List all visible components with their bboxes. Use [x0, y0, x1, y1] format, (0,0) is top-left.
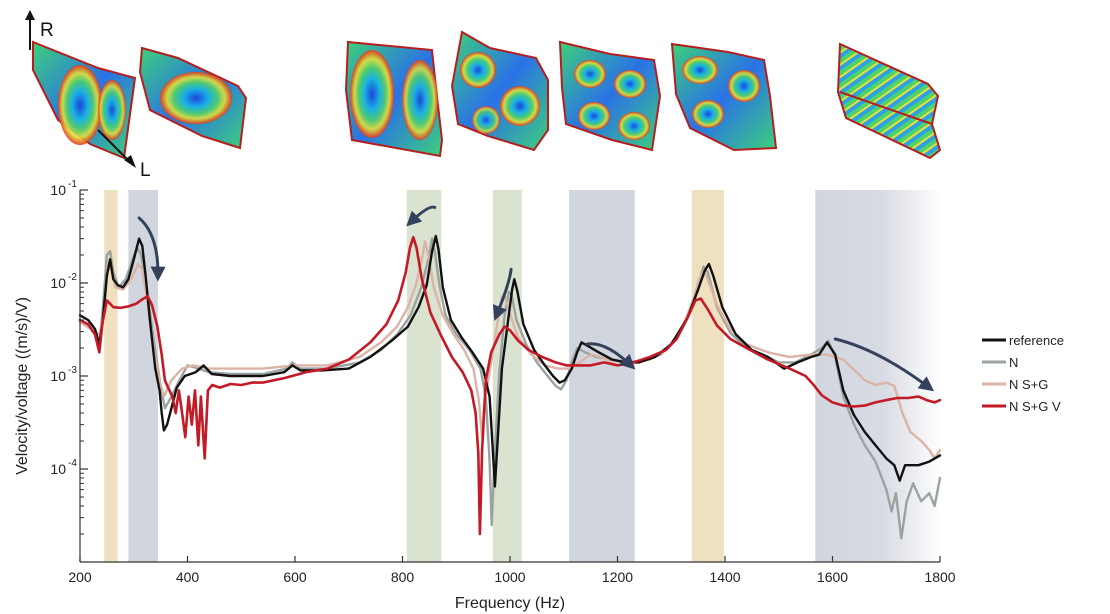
mode-shape-3	[344, 40, 444, 158]
series-line-n-s-g-v	[78, 236, 942, 536]
mode-shape-5	[558, 40, 662, 152]
axis-r-label: R	[40, 20, 54, 41]
shaded-band-4	[492, 190, 522, 562]
x-tick-label: 1800	[924, 569, 955, 585]
mode-shape-6	[670, 42, 778, 152]
shaded-band-6	[691, 190, 724, 562]
shaded-band-5	[569, 190, 635, 562]
y-tick-label: 10	[50, 461, 66, 477]
band-fade	[811, 188, 942, 564]
trend-arrow-1	[137, 216, 166, 282]
y-tick-label: 10	[50, 275, 66, 291]
y-tick-exponent: -3	[68, 365, 77, 376]
series-line-reference	[78, 234, 942, 488]
legend-label: N	[1009, 355, 1018, 370]
y-tick-exponent: -1	[68, 179, 77, 190]
x-tick-label: 400	[176, 569, 200, 585]
legend-label: N S+G	[1009, 377, 1048, 392]
mode-shape-4	[450, 30, 549, 152]
mode-shape-7	[836, 42, 942, 160]
axes: 200 400 600 800 1000 1200 1400 1600 180010-110-2…	[50, 179, 955, 585]
y-tick-label: 10	[50, 182, 66, 198]
x-axis-label: Frequency (Hz)	[455, 595, 565, 612]
trend-arrow-4	[585, 342, 636, 370]
plot-area: 200 400 600 800 1000 1200 1400 1600 180010-110-2…	[14, 179, 1064, 612]
trend-arrow-5	[833, 337, 935, 392]
x-tick-label: 600	[283, 569, 307, 585]
y-tick-exponent: -2	[68, 272, 77, 283]
trend-arrow-3	[492, 267, 513, 321]
x-tick-label: 1600	[817, 569, 848, 585]
legend-label: reference	[1009, 333, 1064, 348]
mode-shape-1	[32, 40, 137, 160]
mode-shapes: R L	[25, 10, 942, 181]
axis-l-label: L	[140, 160, 151, 181]
y-tick-exponent: -4	[68, 458, 77, 469]
trend-arrow-2	[406, 205, 437, 227]
shaded-band-1	[104, 190, 118, 562]
orientation-axes: R L	[25, 10, 151, 181]
legend: reference N N S+G N S+G V	[982, 333, 1064, 414]
series-lines	[78, 234, 942, 540]
y-axis-label: Velocity/voltage ((m/s)/V)	[14, 297, 31, 475]
x-tick-label: 1000	[494, 569, 525, 585]
x-tick-label: 1400	[709, 569, 740, 585]
legend-label: N S+G V	[1009, 399, 1061, 414]
x-tick-label: 800	[391, 569, 415, 585]
x-tick-label: 1200	[602, 569, 633, 585]
mode-shape-2	[138, 46, 248, 150]
trend-arrows	[137, 205, 935, 392]
x-tick-label: 200	[68, 569, 92, 585]
shaded-bands	[104, 188, 942, 564]
y-tick-label: 10	[50, 368, 66, 384]
